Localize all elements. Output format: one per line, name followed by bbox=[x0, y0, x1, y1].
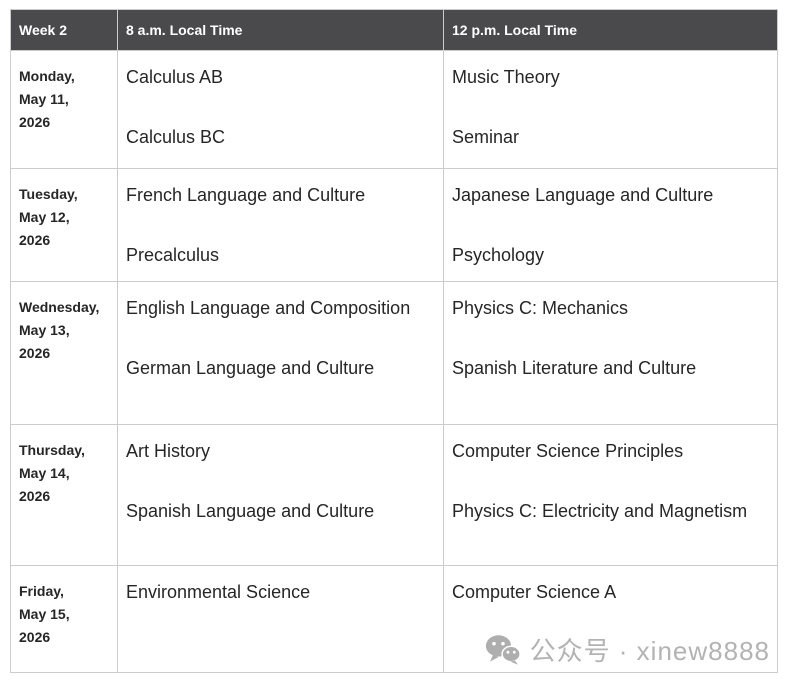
exam-name: Japanese Language and Culture bbox=[452, 185, 714, 205]
schedule-header-row: Week 2 8 a.m. Local Time 12 p.m. Local T… bbox=[10, 9, 778, 51]
morning-exams-cell: English Language and Composition German … bbox=[117, 281, 444, 425]
afternoon-exams-cell: Music Theory Seminar bbox=[443, 50, 778, 169]
exam-name: German Language and Culture bbox=[126, 358, 375, 378]
table-row-thursday: Thursday, May 14, 2026 Art History Spani… bbox=[10, 424, 778, 566]
date-cell: Thursday, May 14, 2026 bbox=[10, 424, 118, 566]
date-cell: Monday, May 11, 2026 bbox=[10, 50, 118, 169]
exam-name: Art History bbox=[126, 441, 211, 461]
afternoon-exams-cell: Computer Science A bbox=[443, 565, 778, 673]
table-row-friday: Friday, May 15, 2026 Environmental Scien… bbox=[10, 565, 778, 673]
exam-name: Physics C: Electricity and Magnetism bbox=[452, 501, 748, 521]
morning-exams-cell: Art History Spanish Language and Culture bbox=[117, 424, 444, 566]
header-week: Week 2 bbox=[10, 9, 118, 51]
exam-name: Computer Science Principles bbox=[452, 441, 684, 461]
exam-name: Precalculus bbox=[126, 245, 220, 265]
afternoon-exams-cell: Computer Science Principles Physics C: E… bbox=[443, 424, 778, 566]
exam-name: English Language and Composition bbox=[126, 298, 411, 318]
exam-name: Spanish Language and Culture bbox=[126, 501, 375, 521]
exam-name: Music Theory bbox=[452, 67, 560, 87]
exam-name: Calculus AB bbox=[126, 67, 224, 87]
morning-exams-cell: French Language and Culture Precalculus bbox=[117, 168, 444, 282]
header-12pm: 12 p.m. Local Time bbox=[443, 9, 778, 51]
exam-name: Physics C: Mechanics bbox=[452, 298, 629, 318]
exam-name: Computer Science A bbox=[452, 582, 617, 602]
date-cell: Wednesday, May 13, 2026 bbox=[10, 281, 118, 425]
date-cell: Tuesday, May 12, 2026 bbox=[10, 168, 118, 282]
exam-name: Calculus BC bbox=[126, 127, 226, 147]
exam-name: French Language and Culture bbox=[126, 185, 366, 205]
table-row-tuesday: Tuesday, May 12, 2026 French Language an… bbox=[10, 168, 778, 282]
table-row-wednesday: Wednesday, May 13, 2026 English Language… bbox=[10, 281, 778, 425]
morning-exams-cell: Environmental Science bbox=[117, 565, 444, 673]
morning-exams-cell: Calculus AB Calculus BC bbox=[117, 50, 444, 169]
table-row-monday: Monday, May 11, 2026 Calculus AB Calculu… bbox=[10, 50, 778, 169]
afternoon-exams-cell: Physics C: Mechanics Spanish Literature … bbox=[443, 281, 778, 425]
date-cell: Friday, May 15, 2026 bbox=[10, 565, 118, 673]
exam-name: Environmental Science bbox=[126, 582, 311, 602]
header-8am: 8 a.m. Local Time bbox=[117, 9, 444, 51]
afternoon-exams-cell: Japanese Language and Culture Psychology bbox=[443, 168, 778, 282]
exam-name: Seminar bbox=[452, 127, 520, 147]
exam-name: Spanish Literature and Culture bbox=[452, 358, 697, 378]
ap-exam-schedule-table: Week 2 8 a.m. Local Time 12 p.m. Local T… bbox=[10, 9, 778, 673]
exam-name: Psychology bbox=[452, 245, 545, 265]
